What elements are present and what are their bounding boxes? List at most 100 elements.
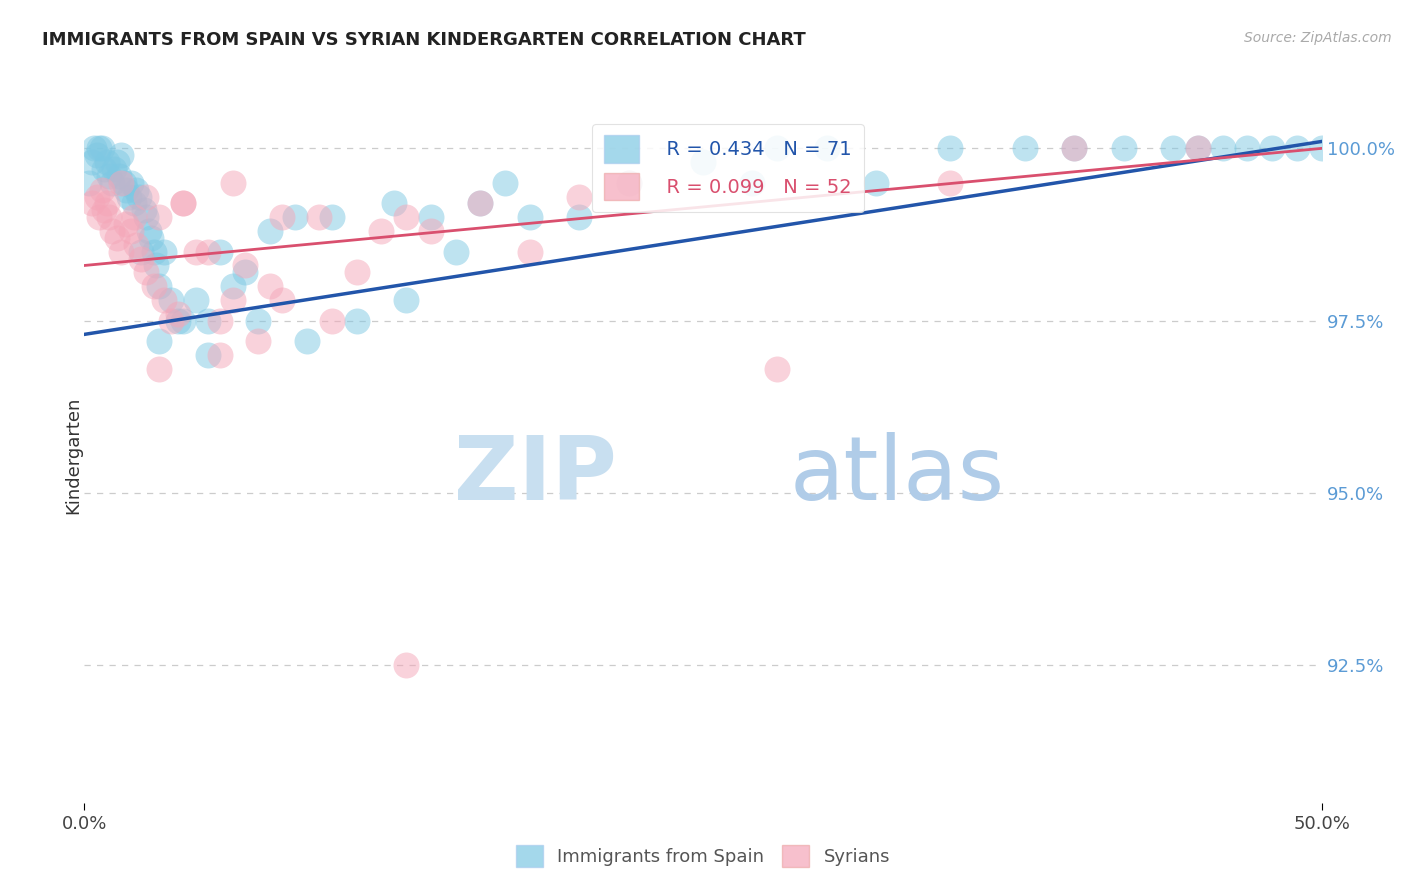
Point [470,196,492,211]
Point [110,176,132,190]
Point [444,244,467,259]
Point [135,189,157,203]
Text: ZIP: ZIP [454,433,616,519]
Point [692,155,714,169]
Point [1261,141,1284,155]
Point [346,313,368,327]
Point [103,162,125,177]
Point [167,307,190,321]
Point [172,196,194,211]
Point [939,141,962,155]
Point [112,176,135,190]
Point [295,334,318,349]
Point [617,176,640,190]
Point [246,313,269,327]
Point [184,244,207,259]
Point [766,361,789,376]
Point [110,244,132,259]
Point [222,176,245,190]
Point [284,211,307,225]
Point [148,361,170,376]
Point [197,313,219,327]
Point [766,141,789,155]
Point [382,196,405,211]
Point [138,224,160,238]
Y-axis label: Kindergarten: Kindergarten [65,396,82,514]
Point [184,293,207,307]
Point [98,169,121,183]
Point [1112,141,1135,155]
Point [152,244,174,259]
Point [395,293,418,307]
Point [815,141,838,155]
Point [222,279,245,293]
Point [98,211,121,225]
Point [148,334,170,349]
Point [129,252,152,266]
Point [197,244,219,259]
Point [125,237,148,252]
Point [346,265,368,279]
Point [132,203,155,218]
Point [939,176,962,190]
Point [271,293,294,307]
Point [419,211,441,225]
Point [160,313,183,327]
Point [246,334,269,349]
Point [142,244,165,259]
Point [120,224,142,238]
Point [308,211,330,225]
Text: atlas: atlas [790,433,1005,519]
Point [142,279,165,293]
Point [172,313,194,327]
Point [148,211,170,225]
Point [395,658,418,673]
Point [90,183,112,197]
Point [105,231,128,245]
Point [80,196,103,211]
Point [519,211,541,225]
Point [122,196,145,211]
Point [568,211,591,225]
Point [395,211,418,225]
Point [122,211,145,225]
Point [865,176,887,190]
Point [494,176,516,190]
Text: Source: ZipAtlas.com: Source: ZipAtlas.com [1244,31,1392,45]
Point [1285,141,1308,155]
Point [145,259,167,273]
Point [135,265,157,279]
Point [741,176,763,190]
Point [321,313,343,327]
Point [233,265,256,279]
Point [617,176,640,190]
Point [321,211,343,225]
Point [128,189,150,203]
Point [110,148,132,162]
Point [259,279,281,293]
Point [135,211,157,225]
Point [1212,141,1234,155]
Point [167,313,190,327]
Point [118,189,141,203]
Point [100,224,122,238]
Point [125,183,148,197]
Point [89,211,111,225]
Point [209,348,232,362]
Point [1236,141,1258,155]
Point [83,141,105,155]
Point [1161,141,1184,155]
Point [568,189,591,203]
Point [419,224,441,238]
Legend:   R = 0.434   N = 71,   R = 0.099   N = 52: R = 0.434 N = 71, R = 0.099 N = 52 [592,124,863,211]
Point [1187,141,1209,155]
Point [197,348,219,362]
Point [1014,141,1036,155]
Point [209,244,232,259]
Point [93,162,115,177]
Point [519,244,541,259]
Point [96,155,118,169]
Point [80,155,103,169]
Point [96,196,118,211]
Point [152,293,174,307]
